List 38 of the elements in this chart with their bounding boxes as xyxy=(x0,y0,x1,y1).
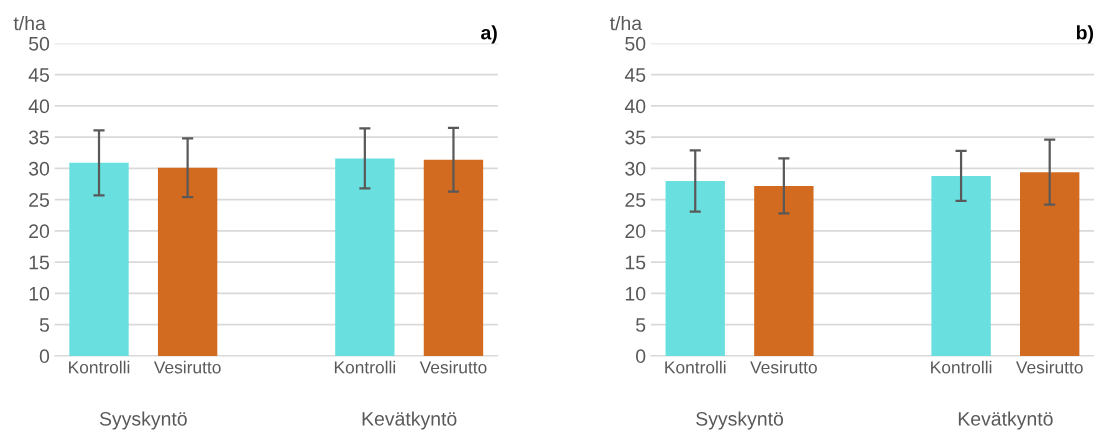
x-tick-label: Vesirutto xyxy=(153,360,221,374)
y-tick-label: 5 xyxy=(636,318,646,332)
y-tick-label: 45 xyxy=(28,68,50,82)
y-tick-label: 10 xyxy=(29,286,50,301)
y-tick-label: 15 xyxy=(625,255,646,270)
text: Kevätkyntö xyxy=(362,411,457,430)
x-tick-label: Kontrolli xyxy=(931,360,992,374)
y-tick-label: 15 xyxy=(29,255,50,270)
y-tick-label: 45 xyxy=(624,68,646,82)
y-tick-label: 10 xyxy=(625,286,646,301)
y-tick-label: 30 xyxy=(625,161,646,176)
y-tick-label: 25 xyxy=(625,193,646,207)
y-tick-label: 40 xyxy=(624,99,646,114)
y-axis-title: t/ha xyxy=(13,15,46,31)
x-tick-label: Vesirutto xyxy=(419,360,487,374)
x-tick-label: Kontrolli xyxy=(334,360,396,374)
x-tick-label: Vesirutto xyxy=(1015,360,1083,374)
y-tick-label: 30 xyxy=(28,161,50,176)
y-tick-label: 0 xyxy=(636,349,646,364)
x-tick-label: Kontrolli xyxy=(665,360,726,374)
text: Kevätkyntö xyxy=(958,411,1053,430)
y-tick-label: 20 xyxy=(29,224,50,239)
text: Syyskyntö xyxy=(99,411,187,430)
y-tick-label: 35 xyxy=(625,130,646,145)
y-tick-label: 20 xyxy=(625,224,646,239)
chart-title: b) xyxy=(1076,25,1094,44)
text: Syyskyntö xyxy=(696,411,784,430)
x-tick-label: Vesirutto xyxy=(750,360,817,374)
y-tick-label: 40 xyxy=(28,99,50,114)
y-tick-label: 50 xyxy=(625,36,646,51)
y-tick-label: 35 xyxy=(28,130,50,145)
y-tick-label: 25 xyxy=(29,193,50,207)
y-axis-title: t/ha xyxy=(609,15,643,31)
chart-title: a) xyxy=(481,25,497,44)
y-tick-label: 0 xyxy=(39,349,50,364)
y-tick-label: 5 xyxy=(39,318,50,332)
y-tick-label: 50 xyxy=(28,36,50,51)
x-tick-label: Kontrolli xyxy=(69,360,130,374)
